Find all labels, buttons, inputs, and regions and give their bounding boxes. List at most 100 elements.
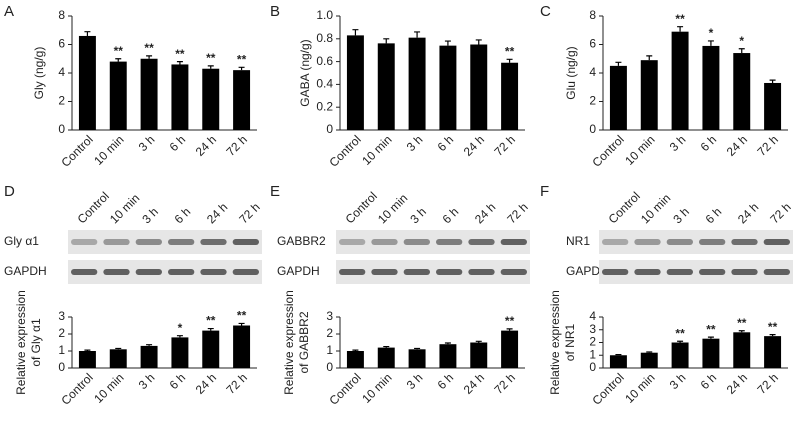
bar xyxy=(140,345,158,368)
blot-band xyxy=(666,269,693,275)
bar xyxy=(470,342,488,368)
x-tick-label: 24 h xyxy=(193,370,219,396)
blot-lane-label: Control xyxy=(75,189,112,226)
blot-band xyxy=(135,269,162,275)
x-tick-label: 10 min xyxy=(91,370,126,405)
x-tick-label: Control xyxy=(590,132,627,169)
blot-band xyxy=(602,239,629,245)
blot-band xyxy=(763,269,790,275)
y-axis-label: Glu (ng/g) xyxy=(564,46,578,99)
error-bar xyxy=(646,351,653,353)
x-tick-label: 6 h xyxy=(698,132,720,154)
significance: * xyxy=(739,34,744,48)
significance: ** xyxy=(505,44,515,58)
bar xyxy=(202,68,220,130)
x-tick-label: 10 min xyxy=(359,370,394,405)
blot-band xyxy=(500,269,527,275)
y-tick-label: 0 xyxy=(589,122,596,136)
y-tick-label: 2 xyxy=(589,94,596,108)
error-bar xyxy=(475,39,482,45)
error-bar xyxy=(769,333,776,337)
y-tick-label: 6 xyxy=(589,37,596,51)
x-tick-label: 6 h xyxy=(698,370,720,392)
blot-band xyxy=(468,239,495,245)
x-tick-label: 72 h xyxy=(492,370,518,396)
blot-lane-label: 10 min xyxy=(375,191,410,226)
significance: ** xyxy=(144,41,154,55)
significance: ** xyxy=(675,12,685,26)
x-tick-label: 72 h xyxy=(224,132,250,158)
blot-lane-label: 24 h xyxy=(735,200,761,226)
error-bar xyxy=(707,40,714,46)
significance: ** xyxy=(114,44,124,58)
blot-lane-label: 6 h xyxy=(440,205,462,227)
bar xyxy=(764,336,782,368)
blot-band xyxy=(403,269,430,275)
y-tick-label: 0 xyxy=(326,122,333,136)
blot-band xyxy=(699,269,726,275)
significance: ** xyxy=(737,316,747,330)
x-tick-label: 10 min xyxy=(91,132,126,167)
bar xyxy=(233,325,251,368)
error-bar xyxy=(115,58,122,62)
error-bar xyxy=(506,58,513,63)
significance: ** xyxy=(505,314,515,328)
blot-lane-label: 3 h xyxy=(139,205,161,227)
blot-lane-label: Control xyxy=(343,189,380,226)
x-tick-label: 3 h xyxy=(667,132,689,154)
blot-lane-label: 72 h xyxy=(236,200,262,226)
bar xyxy=(78,351,96,368)
significance: ** xyxy=(206,314,216,328)
panel-label: C xyxy=(540,3,551,20)
y-axis-label: GABA (ng/g) xyxy=(298,39,312,106)
y-tick-label: 1 xyxy=(326,343,333,357)
significance: ** xyxy=(237,52,247,66)
bar xyxy=(702,45,720,130)
x-tick-label: Control xyxy=(590,370,627,407)
bar xyxy=(171,337,189,368)
blot-strip xyxy=(68,260,262,284)
blot-band xyxy=(666,239,693,245)
significance: * xyxy=(178,321,183,335)
x-tick-label: Control xyxy=(59,132,96,169)
bar xyxy=(439,45,457,130)
y-tick-label: 4 xyxy=(589,309,596,323)
y-tick-label: 8 xyxy=(58,8,65,22)
error-bar xyxy=(738,330,745,333)
error-bar xyxy=(352,29,359,36)
blot-band xyxy=(371,269,398,275)
blot-lane-label: 72 h xyxy=(767,200,793,226)
panel-label: B xyxy=(270,3,280,20)
y-tick-label: 0.8 xyxy=(316,31,333,45)
y-tick-label: 4 xyxy=(58,65,65,79)
blot-row-label: GAPDH xyxy=(4,264,47,278)
blot-band xyxy=(103,269,130,275)
x-tick-label: 24 h xyxy=(193,132,219,158)
blot-band xyxy=(436,269,463,275)
x-tick-label: Control xyxy=(59,370,96,407)
panel-label: D xyxy=(4,183,15,200)
error-bar xyxy=(444,342,451,345)
x-tick-label: 3 h xyxy=(667,370,689,392)
blot-band xyxy=(232,239,259,245)
error-bar xyxy=(352,349,359,351)
x-tick-label: 72 h xyxy=(224,370,250,396)
significance: ** xyxy=(706,322,716,336)
y-axis-label: Relative expression xyxy=(14,290,28,395)
error-bar xyxy=(84,349,91,351)
blot-strip xyxy=(599,260,793,284)
blot-band xyxy=(200,269,227,275)
x-tick-label: 24 h xyxy=(461,370,487,396)
blot-row-label: GAPDH xyxy=(566,264,609,278)
blot-lane-label: 6 h xyxy=(703,205,725,227)
blot-row-label: NR1 xyxy=(566,234,590,248)
error-bar xyxy=(677,26,684,32)
blot-band xyxy=(71,239,98,245)
blot-band xyxy=(699,239,726,245)
blot-lane-label: 24 h xyxy=(472,200,498,226)
significance: ** xyxy=(237,309,247,323)
y-axis-label: Relative expression xyxy=(282,290,296,395)
blot-strip xyxy=(599,230,793,254)
bar xyxy=(470,44,488,130)
significance: ** xyxy=(675,326,685,340)
